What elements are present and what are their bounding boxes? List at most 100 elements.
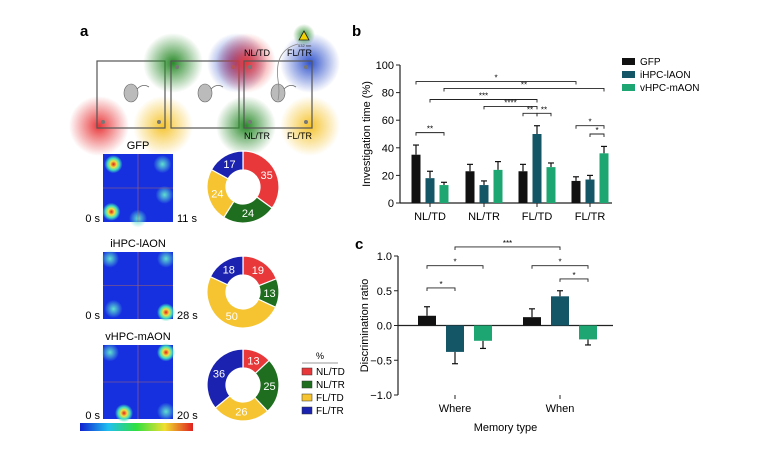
significance-bracket: [536, 112, 552, 117]
heatmap-hotspot: [102, 202, 121, 221]
legend-label: NL/TD: [316, 367, 345, 378]
legend-label: FL/TD: [316, 393, 344, 404]
group-title: iHPC-lAON: [110, 238, 166, 250]
x-tick-label: NL/TR: [468, 211, 500, 223]
y-tick-label: 1.0: [377, 251, 392, 263]
odor-zone: [280, 96, 340, 156]
bar-ihpc-laon-fl-td: [532, 134, 542, 203]
colorbar: [80, 423, 193, 431]
significance-stars: *: [572, 271, 575, 280]
bar-ihpc-laon-nl-tr: [479, 185, 489, 203]
bar-gfp-nl-td: [411, 154, 421, 203]
significance-stars: *: [558, 258, 561, 267]
arena-border: [96, 60, 166, 129]
time-start-label: 0 s: [85, 213, 100, 225]
heatmap-hotspot: [115, 404, 133, 423]
legend-label: GFP: [640, 57, 661, 68]
odor-port: [248, 65, 252, 69]
donut-segment-fl-tr: [209, 255, 244, 286]
bar-vhpc-maon-nl-tr: [493, 169, 503, 203]
y-tick-label: 60: [382, 115, 394, 127]
x-axis-label: Memory type: [474, 422, 538, 434]
bar-gfp-nl-tr: [465, 171, 475, 203]
odor-port: [157, 120, 161, 124]
bar-gfp-fl-tr: [571, 180, 581, 203]
significance-bracket: [426, 265, 484, 269]
y-tick-label: 0.5: [377, 286, 392, 298]
y-tick-label: 80: [382, 88, 394, 100]
arena-label: FL/TR: [287, 48, 313, 58]
heatmap-hotspot: [104, 155, 123, 174]
y-tick-label: 0.0: [377, 321, 392, 333]
heatmap-hotspot: [153, 155, 172, 174]
mouse-tail: [136, 85, 150, 90]
arena-border: [243, 60, 313, 129]
donut-segment-nl-td: [242, 150, 280, 209]
significance-bracket: [415, 81, 577, 85]
significance-stars: ***: [479, 92, 488, 101]
bar-ihpc-laon-when: [551, 296, 569, 326]
y-tick-label: −0.5: [370, 355, 392, 367]
significance-bracket: [429, 99, 538, 103]
arena-label: NL/TR: [244, 131, 271, 141]
donut-value: 36: [213, 369, 225, 381]
laser-wavelength: 532 nm: [298, 43, 312, 48]
odor-port: [304, 120, 308, 124]
significance-stars: **: [527, 105, 533, 114]
donut-segment-fl-tr: [210, 150, 244, 180]
significance-stars: *: [494, 74, 497, 83]
bar-ihpc-laon-where: [446, 325, 464, 352]
legend-swatch: [622, 84, 635, 91]
legend-label: iHPC-lAON: [640, 70, 691, 81]
y-tick-label: 100: [376, 60, 394, 72]
bar-gfp-fl-td: [518, 171, 528, 203]
heatmap-hotspot: [101, 249, 119, 268]
optic-fiber: [277, 43, 299, 101]
arena-diagram: [216, 33, 340, 156]
heatmap-hotspot: [157, 402, 175, 421]
significance-stars: **: [541, 105, 547, 114]
donut-value: 25: [263, 381, 275, 393]
odor-zone: [216, 33, 276, 93]
group-title: vHPC-mAON: [105, 331, 170, 343]
odor-zone: [69, 96, 129, 156]
panel-label-c: c: [355, 236, 363, 253]
donut-value: 26: [235, 406, 247, 418]
mouse-tail: [210, 85, 224, 90]
significance-stars: *: [439, 280, 442, 289]
time-end-label: 11 s: [177, 213, 197, 225]
odor-port: [101, 120, 105, 124]
donut-value: 50: [226, 311, 238, 323]
legend-swatch: [622, 71, 635, 78]
time-end-label: 28 s: [177, 310, 198, 322]
legend-label: FL/TR: [316, 406, 344, 417]
odor-port: [175, 65, 179, 69]
x-tick-label: FL/TR: [575, 211, 606, 223]
donut-value: 13: [263, 288, 275, 300]
arena-label: FL/TR: [287, 131, 313, 141]
significance-bracket: [531, 265, 589, 269]
odor-port: [248, 120, 252, 124]
legend-swatch: [301, 367, 313, 376]
significance-stars: **: [521, 80, 527, 89]
time-start-label: 0 s: [85, 310, 100, 322]
significance-bracket: [415, 132, 445, 136]
significance-stars: *: [595, 126, 598, 135]
bar-gfp-when: [523, 317, 541, 326]
donut-value: 24: [242, 208, 254, 220]
legend-swatch: [622, 58, 635, 65]
significance-bracket: [483, 105, 538, 110]
donut-value: 18: [223, 265, 235, 277]
group-title: GFP: [127, 140, 150, 152]
arena-border: [170, 60, 240, 129]
donut-value: 19: [252, 265, 264, 277]
arena-label: NL/TD: [244, 48, 271, 58]
legend-swatch: [301, 393, 313, 402]
heatmap-hotspot: [104, 299, 123, 318]
bar-ihpc-laon-nl-td: [425, 178, 435, 203]
bar-gfp-where: [418, 315, 436, 326]
y-axis-label: Discrimination ratio: [359, 279, 371, 373]
significance-bracket: [454, 246, 561, 250]
time-start-label: 0 s: [85, 410, 100, 422]
